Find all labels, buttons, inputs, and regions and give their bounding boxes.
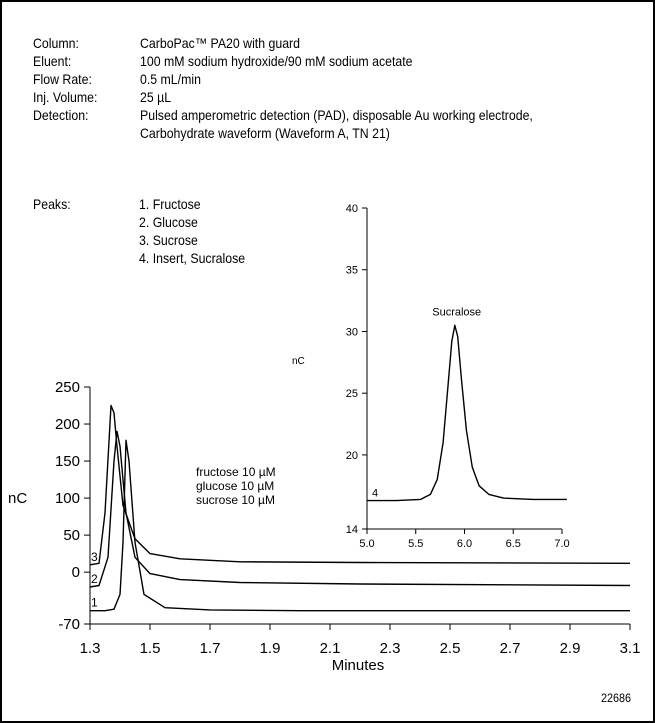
series-label: 2 xyxy=(91,572,98,586)
x-tick-label: 2.5 xyxy=(440,640,461,657)
x-tick-label: 1.5 xyxy=(140,640,161,657)
y-tick-label: 0 xyxy=(72,564,80,581)
condition-value: Pulsed amperometric detection (PAD), dis… xyxy=(140,107,533,123)
inset-y-tick-label: 25 xyxy=(346,388,358,400)
x-tick-label: 3.1 xyxy=(620,640,641,657)
inset-y-axis-label: nC xyxy=(292,356,305,367)
condition-label: Flow Rate: xyxy=(33,71,92,87)
condition-label: Detection: xyxy=(33,107,89,123)
peak-item: 4. Insert, Sucralose xyxy=(139,250,246,266)
x-tick-label: 2.1 xyxy=(320,640,341,657)
inset-x-tick-label: 7.0 xyxy=(554,538,569,550)
inset-peak-annotation: Sucralose xyxy=(432,306,481,318)
condition-value: 100 mM sodium hydroxide/90 mM sodium ace… xyxy=(140,53,413,69)
x-tick-label: 1.7 xyxy=(200,640,221,657)
series-label: 3 xyxy=(91,550,98,564)
inset-y-tick-label: 40 xyxy=(346,203,358,215)
condition-label: Inj. Volume: xyxy=(33,89,98,105)
y-axis-label: nC xyxy=(8,490,27,507)
condition-value: 25 µL xyxy=(140,89,172,105)
condition-value-continued: Carbohydrate waveform (Waveform A, TN 21… xyxy=(140,125,390,141)
x-tick-label: 1.3 xyxy=(80,640,101,657)
peak-item: 2. Glucose xyxy=(139,214,198,230)
series-line xyxy=(90,439,630,612)
annotation-text: glucose 10 µM xyxy=(196,479,274,493)
inset-x-tick-label: 6.0 xyxy=(457,538,472,550)
inset-series-line xyxy=(367,324,567,502)
y-tick-label: -70 xyxy=(58,616,80,633)
series-line xyxy=(89,404,631,566)
inset-y-tick-label: 35 xyxy=(346,265,358,277)
x-tick-label: 2.9 xyxy=(560,640,581,657)
inset-y-tick-label: 20 xyxy=(346,450,358,462)
inset-series-label: 4 xyxy=(372,488,378,500)
x-tick-label: 2.7 xyxy=(500,640,521,657)
x-axis-label: Minutes xyxy=(332,657,385,674)
annotation-text: fructose 10 µM xyxy=(196,465,276,479)
inset-y-tick-label: 14 xyxy=(346,524,358,536)
inset-background xyxy=(337,198,572,549)
peaks-label: Peaks: xyxy=(33,196,71,212)
inset-x-tick-label: 6.5 xyxy=(506,538,521,550)
y-tick-label: 100 xyxy=(55,490,80,507)
y-tick-label: 50 xyxy=(63,527,80,544)
inset-x-tick-label: 5.5 xyxy=(408,538,423,550)
x-tick-label: 1.9 xyxy=(260,640,281,657)
y-tick-label: 200 xyxy=(55,416,80,433)
y-tick-label: 150 xyxy=(55,453,80,470)
annotation-text: sucrose 10 µM xyxy=(196,493,275,507)
condition-value: 0.5 mL/min xyxy=(140,71,201,87)
condition-label: Eluent: xyxy=(33,53,72,69)
condition-label: Column: xyxy=(33,35,79,51)
peak-item: 3. Sucrose xyxy=(139,232,198,248)
series-label: 1 xyxy=(91,596,98,610)
x-tick-label: 2.3 xyxy=(380,640,401,657)
inset-x-tick-label: 5.0 xyxy=(359,538,374,550)
inset-y-tick-label: 30 xyxy=(346,326,358,338)
peak-item: 1. Fructose xyxy=(139,196,201,212)
condition-value: CarboPac™ PA20 with guard xyxy=(140,35,301,51)
y-tick-label: 250 xyxy=(55,379,80,396)
figure-id: 22686 xyxy=(601,691,632,705)
